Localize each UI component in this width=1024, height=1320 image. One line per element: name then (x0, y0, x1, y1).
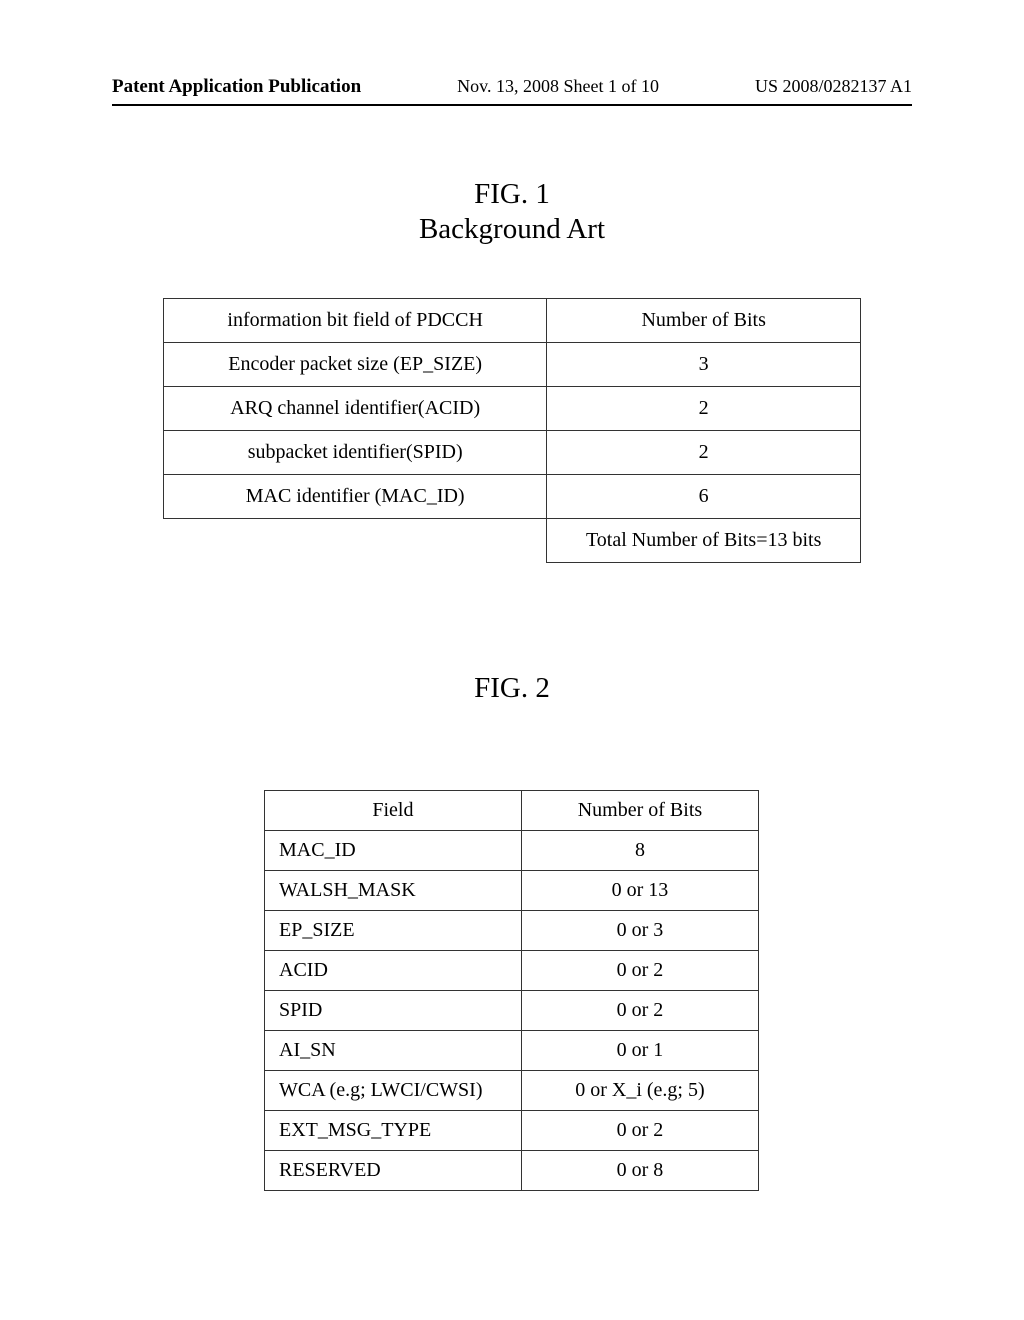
cell-field: MAC identifier (MAC_ID) (164, 475, 547, 519)
table-header-cell: Number of Bits (521, 791, 758, 831)
cell-bits: 0 or 2 (521, 1111, 758, 1151)
figure-1-title: FIG. 1 (0, 178, 1024, 211)
header-left: Patent Application Publication (112, 76, 361, 98)
cell-field: Encoder packet size (EP_SIZE) (164, 343, 547, 387)
figure-2-table: Field Number of Bits MAC_ID 8 WALSH_MASK… (264, 790, 759, 1191)
header-center: Nov. 13, 2008 Sheet 1 of 10 (457, 76, 659, 98)
cell-field: AI_SN (265, 1031, 522, 1071)
table-row: Encoder packet size (EP_SIZE) 3 (164, 343, 861, 387)
table-header-cell: Field (265, 791, 522, 831)
cell-bits: 0 or 8 (521, 1151, 758, 1191)
table-row: Field Number of Bits (265, 791, 759, 831)
table-row: WALSH_MASK 0 or 13 (265, 871, 759, 911)
cell-field: ARQ channel identifier(ACID) (164, 387, 547, 431)
cell-bits: 2 (547, 387, 861, 431)
table-row: RESERVED 0 or 8 (265, 1151, 759, 1191)
table-row: information bit field of PDCCH Number of… (164, 299, 861, 343)
figure-1-subtitle: Background Art (0, 213, 1024, 246)
cell-bits: 0 or 13 (521, 871, 758, 911)
figure-2-caption: FIG. 2 (0, 672, 1024, 705)
cell-bits: 0 or 2 (521, 951, 758, 991)
table-row: ARQ channel identifier(ACID) 2 (164, 387, 861, 431)
cell-field: WCA (e.g; LWCI/CWSI) (265, 1071, 522, 1111)
figure-1-caption: FIG. 1 Background Art (0, 178, 1024, 246)
cell-bits: 2 (547, 431, 861, 475)
table-row: EXT_MSG_TYPE 0 or 2 (265, 1111, 759, 1151)
cell-field: EP_SIZE (265, 911, 522, 951)
table-row: EP_SIZE 0 or 3 (265, 911, 759, 951)
cell-bits: 8 (521, 831, 758, 871)
figure-2-title: FIG. 2 (0, 672, 1024, 705)
table-row: MAC identifier (MAC_ID) 6 (164, 475, 861, 519)
table-row: WCA (e.g; LWCI/CWSI) 0 or X_i (e.g; 5) (265, 1071, 759, 1111)
table-row: SPID 0 or 2 (265, 991, 759, 1031)
table-row: ACID 0 or 2 (265, 951, 759, 991)
cell-bits: 0 or 1 (521, 1031, 758, 1071)
cell-field: RESERVED (265, 1151, 522, 1191)
cell-bits: 3 (547, 343, 861, 387)
header-right: US 2008/0282137 A1 (755, 76, 912, 98)
cell-bits: 0 or X_i (e.g; 5) (521, 1071, 758, 1111)
figure-1-table: information bit field of PDCCH Number of… (163, 298, 861, 563)
cell-field: MAC_ID (265, 831, 522, 871)
cell-field: ACID (265, 951, 522, 991)
cell-field: SPID (265, 991, 522, 1031)
cell-bits: 0 or 3 (521, 911, 758, 951)
cell-field: WALSH_MASK (265, 871, 522, 911)
table-header-cell: Number of Bits (547, 299, 861, 343)
table-row-total: Total Number of Bits=13 bits (164, 519, 861, 563)
table-header-cell: information bit field of PDCCH (164, 299, 547, 343)
table-row: MAC_ID 8 (265, 831, 759, 871)
page-header: Patent Application Publication Nov. 13, … (112, 76, 912, 106)
cell-total: Total Number of Bits=13 bits (547, 519, 861, 563)
table-row: subpacket identifier(SPID) 2 (164, 431, 861, 475)
cell-field: subpacket identifier(SPID) (164, 431, 547, 475)
cell-bits: 6 (547, 475, 861, 519)
cell-field: EXT_MSG_TYPE (265, 1111, 522, 1151)
table-row: AI_SN 0 or 1 (265, 1031, 759, 1071)
cell-bits: 0 or 2 (521, 991, 758, 1031)
cell-empty (164, 519, 547, 563)
